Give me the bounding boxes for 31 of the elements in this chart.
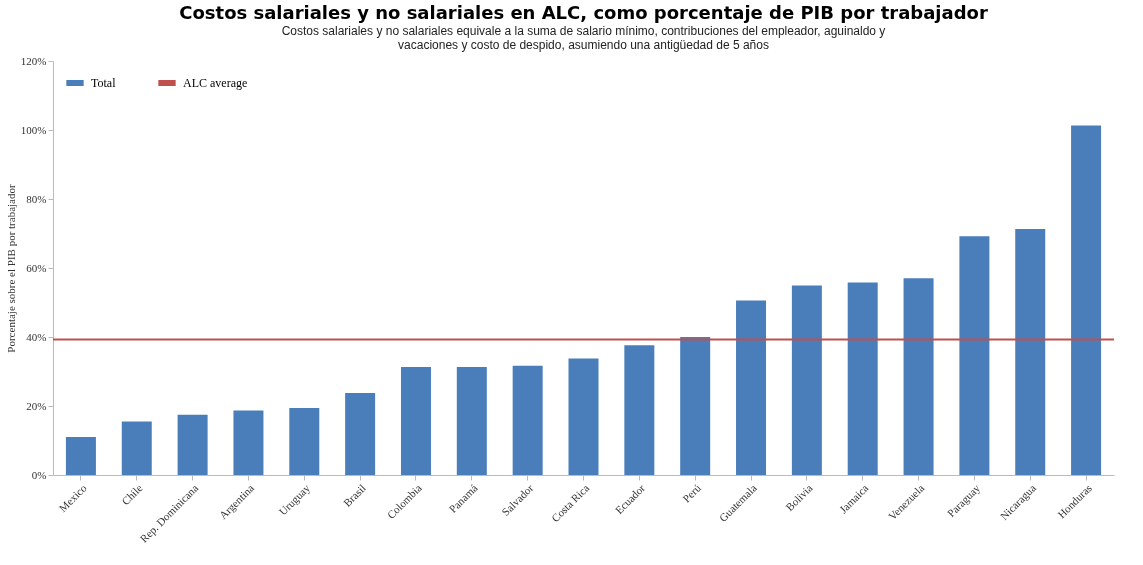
bar	[568, 358, 599, 475]
bar	[680, 337, 711, 475]
legend-label: ALC average	[183, 76, 248, 90]
y-axis-title: Porcentaje sobre el PIB por trabajador	[4, 184, 17, 353]
bar	[1071, 125, 1102, 475]
bar	[624, 345, 655, 475]
bar	[959, 236, 990, 475]
bar	[903, 278, 934, 475]
y-tick-label: 20%	[26, 399, 47, 412]
chart-title: Costos salariales y no salariales en ALC, como porcentaje de PIB por trabajador	[179, 2, 988, 23]
y-tick-label: 120%	[20, 54, 47, 67]
bar	[1015, 229, 1046, 475]
bar	[791, 285, 822, 475]
bar	[736, 300, 767, 475]
y-tick-label: 0%	[31, 468, 47, 481]
y-tick-label: 100%	[20, 123, 47, 136]
bar	[177, 414, 208, 475]
bar	[400, 367, 431, 475]
bar	[512, 365, 543, 475]
y-tick-label: 60%	[26, 261, 47, 274]
bar	[233, 410, 264, 475]
chart-subtitle: Costos salariales y no salariales equivale a la suma de salario mínimo, contribuciones del empleador, aguinaldo y vacaciones y costo de despido, asumiendo una antigüedad de 5 años	[281, 24, 886, 52]
bar	[121, 421, 152, 475]
y-tick-label: 40%	[26, 330, 47, 343]
y-tick-label: 80%	[26, 192, 47, 205]
bar	[847, 282, 878, 475]
bar	[65, 437, 96, 475]
legend-label: Total	[91, 76, 117, 90]
bar	[345, 392, 376, 475]
bar	[289, 408, 320, 475]
bar	[456, 367, 487, 475]
